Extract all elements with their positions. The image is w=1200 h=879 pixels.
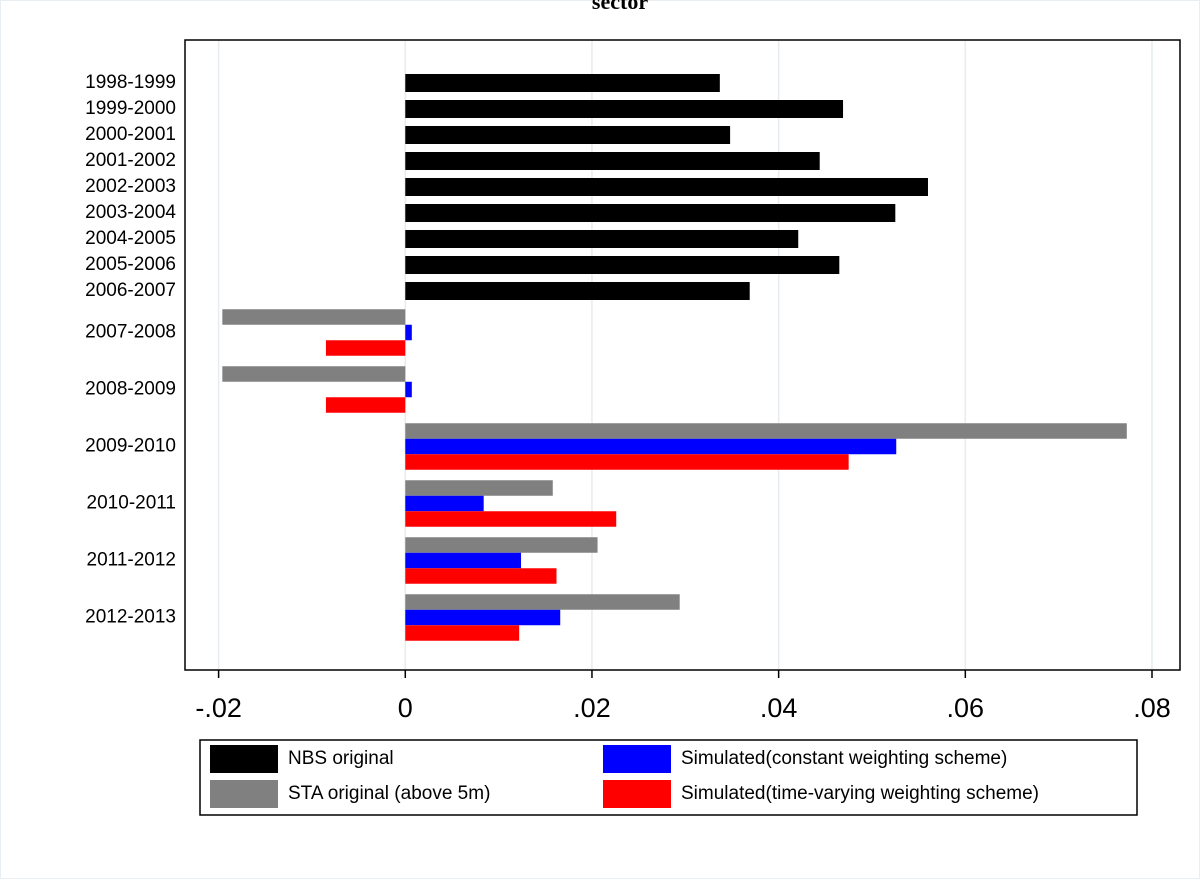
y-tick-label: 2006-2007 [85, 280, 176, 301]
x-tick-label: .08 [1133, 693, 1171, 723]
bar [405, 178, 928, 196]
bar [405, 511, 617, 527]
x-tick-label: .06 [947, 693, 985, 723]
bar [405, 594, 680, 610]
y-tick-label: 2010-2011 [87, 493, 176, 514]
bar [405, 100, 844, 118]
x-tick-label: -.02 [195, 693, 242, 723]
legend-swatch [603, 780, 671, 808]
bar [405, 423, 1127, 439]
y-tick-label: 2011-2012 [87, 550, 176, 571]
bar [222, 309, 406, 325]
bar [325, 340, 406, 356]
bar [405, 126, 731, 144]
y-tick-label: 2009-2010 [85, 436, 176, 457]
y-tick-label: 1998-1999 [85, 72, 176, 93]
y-tick-label: 2004-2005 [85, 228, 176, 249]
legend-label: Simulated(time-varying weighting scheme) [681, 783, 1039, 804]
legend-label: STA original (above 5m) [288, 783, 490, 804]
y-tick-label: 2002-2003 [85, 176, 176, 197]
y-tick-label: 2001-2002 [85, 150, 176, 171]
bar [405, 74, 720, 92]
bar [222, 366, 406, 382]
bar [405, 454, 849, 470]
bar [405, 204, 896, 222]
bar [405, 438, 897, 455]
legend-label: Simulated(constant weighting scheme) [681, 748, 1007, 769]
bar [405, 324, 412, 341]
bar [405, 495, 484, 512]
bar [405, 381, 412, 398]
chart-title: sector [592, 0, 648, 14]
x-tick-label: .04 [760, 693, 798, 723]
bar [405, 568, 557, 584]
legend-swatch [210, 780, 278, 808]
plot-area [184, 39, 1181, 671]
y-tick-label: 2005-2006 [85, 254, 176, 275]
y-tick-label: 2007-2008 [85, 322, 176, 343]
bar [405, 230, 799, 248]
x-tick-label: .02 [573, 693, 611, 723]
bar [405, 256, 840, 274]
y-tick-label: 1999-2000 [85, 98, 176, 119]
legend-swatch [603, 745, 671, 773]
bar [405, 480, 553, 496]
bar [405, 552, 522, 569]
bar [405, 282, 750, 300]
y-tick-label: 2000-2001 [85, 124, 176, 145]
legend-label: NBS original [288, 748, 394, 769]
legend-swatch [210, 745, 278, 773]
y-tick-label: 2012-2013 [85, 607, 176, 628]
y-tick-label: 2003-2004 [85, 202, 176, 223]
bar [325, 397, 406, 413]
bar [405, 537, 598, 553]
bar [405, 609, 561, 626]
bar [405, 152, 820, 170]
bar [405, 625, 520, 641]
y-tick-label: 2008-2009 [85, 379, 176, 400]
x-tick-label: 0 [398, 693, 413, 723]
